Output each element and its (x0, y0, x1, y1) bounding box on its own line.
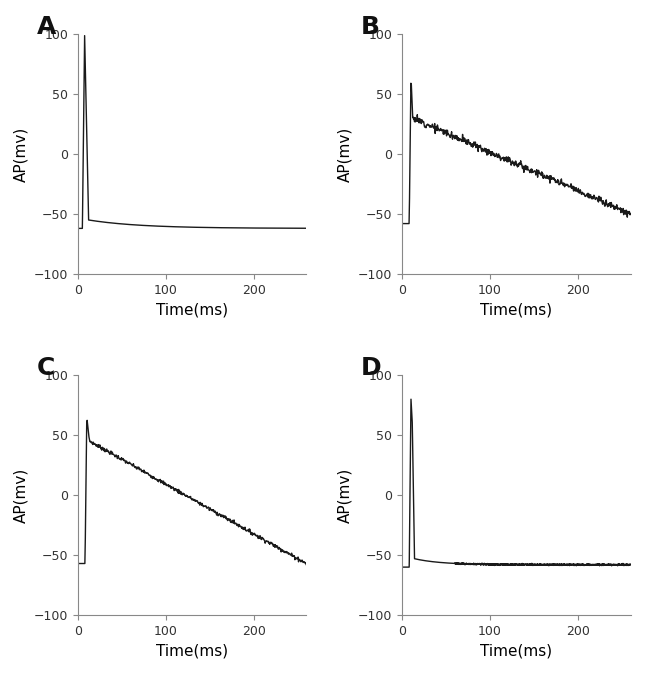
X-axis label: Time(ms): Time(ms) (480, 644, 552, 658)
Y-axis label: AP(mv): AP(mv) (337, 126, 352, 182)
Text: C: C (37, 356, 55, 380)
Text: B: B (361, 15, 380, 39)
Text: A: A (37, 15, 57, 39)
Y-axis label: AP(mv): AP(mv) (14, 126, 29, 182)
X-axis label: Time(ms): Time(ms) (480, 302, 552, 317)
X-axis label: Time(ms): Time(ms) (156, 644, 228, 658)
Text: D: D (361, 356, 382, 380)
Y-axis label: AP(mv): AP(mv) (337, 467, 352, 523)
X-axis label: Time(ms): Time(ms) (156, 302, 228, 317)
Y-axis label: AP(mv): AP(mv) (14, 467, 29, 523)
